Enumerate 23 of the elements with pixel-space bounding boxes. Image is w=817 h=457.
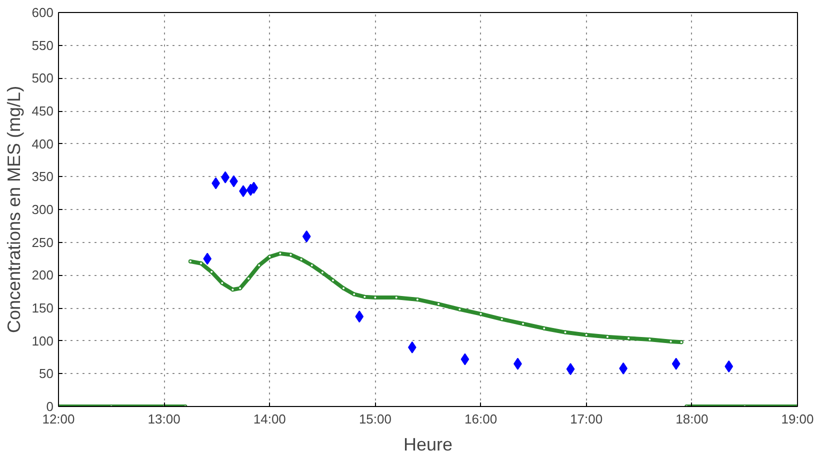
x-tick-label: 18:00 bbox=[676, 412, 708, 426]
y-tick-label: 300 bbox=[32, 202, 54, 217]
y-tick-label: 200 bbox=[32, 268, 54, 283]
x-tick-label: 13:00 bbox=[148, 412, 180, 426]
x-tick-label: 16:00 bbox=[464, 412, 498, 426]
x-axis-title: Heure bbox=[403, 434, 453, 454]
y-tick-label: 400 bbox=[32, 136, 54, 152]
x-tick-label: 19:00 bbox=[781, 412, 814, 426]
y-tick-label: 250 bbox=[32, 234, 54, 250]
y-tick-label: 600 bbox=[32, 5, 54, 20]
y-tick-label: 100 bbox=[32, 333, 54, 348]
y-tick-label: 450 bbox=[32, 104, 54, 118]
y-tick-label: 50 bbox=[39, 366, 54, 382]
x-tick-label: 14:00 bbox=[253, 412, 286, 426]
x-tick-label: 15:00 bbox=[358, 412, 392, 426]
y-axis-title: Concentrations en MES (mg/L) bbox=[4, 86, 24, 334]
y-tick-label: 0 bbox=[46, 399, 54, 414]
x-tick-label: 12:00 bbox=[42, 412, 75, 426]
x-tick-label: 17:00 bbox=[570, 412, 603, 426]
y-tick-label: 550 bbox=[32, 38, 54, 53]
y-tick-label: 500 bbox=[32, 70, 54, 86]
y-tick-label: 150 bbox=[32, 300, 54, 316]
y-tick-label: 350 bbox=[32, 169, 54, 184]
